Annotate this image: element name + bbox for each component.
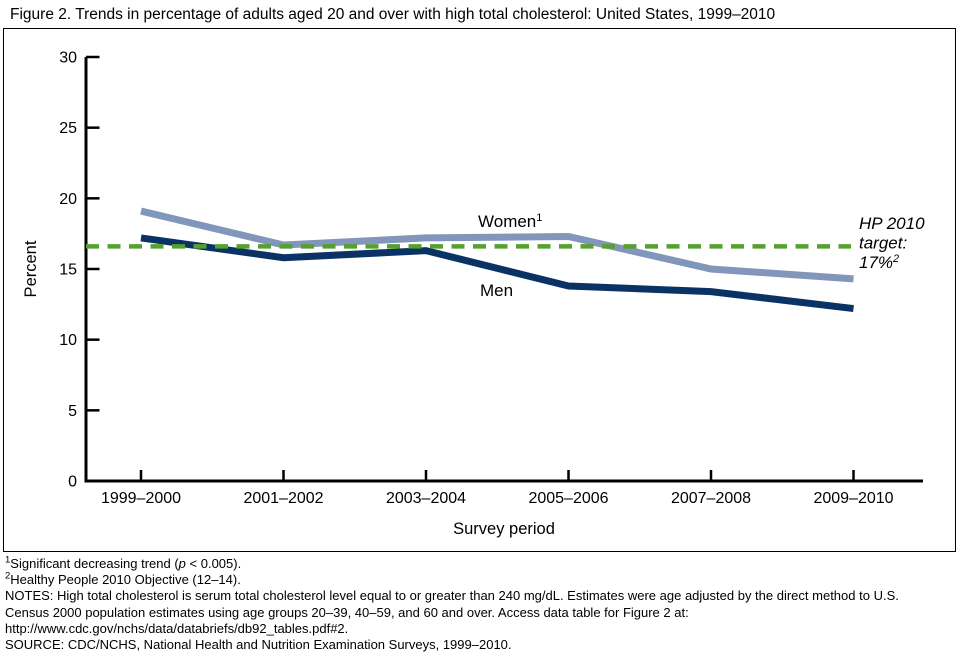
y-tick-label: 0 [68,474,77,491]
footnotes: 1Significant decreasing trend (p < 0.005… [5,554,899,653]
footnote-notes-2: Census 2000 population estimates using a… [5,604,689,620]
target-label-line: HP 2010 [859,214,925,233]
footnote-source: SOURCE: CDC/NCHS, National Health and Nu… [5,637,512,653]
y-tick-label: 20 [59,191,77,208]
footnote-italic-p: p [178,556,186,571]
chart-generated-content: 0 5 10 15 20 25 30 1999–2000 2001–2002 2003–2004 2… [59,50,925,508]
x-axis-title: Survey period [453,520,555,538]
y-tick-label: 30 [59,50,77,67]
y-axis-title: Percent [22,240,40,297]
x-tick-label: 2005–2006 [528,490,608,507]
footnote-text: Healthy People 2010 Objective (12–14). [10,572,241,588]
y-tick-label: 15 [59,262,77,279]
x-tick-label: 2009–2010 [813,490,893,507]
footnote-sup: 2 [5,570,11,582]
footnote-text: < 0.005). [185,556,242,571]
target-label-line: target: [859,234,907,253]
women-series-label: Women1 [478,212,542,231]
footnote-hp-objective: 2Healthy People 2010 Objective (12–14). [5,572,899,588]
x-tick-label: 1999–2000 [101,490,181,507]
footnote-significance: 1Significant decreasing trend (p < 0.005… [5,554,899,572]
footnote-notes-1: NOTES: High total cholesterol is serum t… [5,588,899,604]
figure-border [3,28,956,552]
x-tick-label: 2007–2008 [671,490,751,507]
y-tick-label: 5 [68,403,77,420]
men-line [140,234,854,313]
footnote-url: http://www.cdc.gov/nchs/data/databriefs/… [5,620,349,636]
men-series-label: Men [480,281,513,300]
footnote-text: Significant decreasing trend ( [10,556,179,571]
footnote-sup: 1 [5,554,11,566]
target-value: 17%2 [859,253,899,272]
y-tick-label: 25 [59,120,77,137]
x-tick-label: 2001–2002 [243,490,323,507]
x-tick-label: 2003–2004 [386,490,466,507]
y-tick-label: 10 [59,332,77,349]
page-title: Figure 2. Trends in percentage of adults… [10,6,776,23]
women-line [140,207,854,283]
